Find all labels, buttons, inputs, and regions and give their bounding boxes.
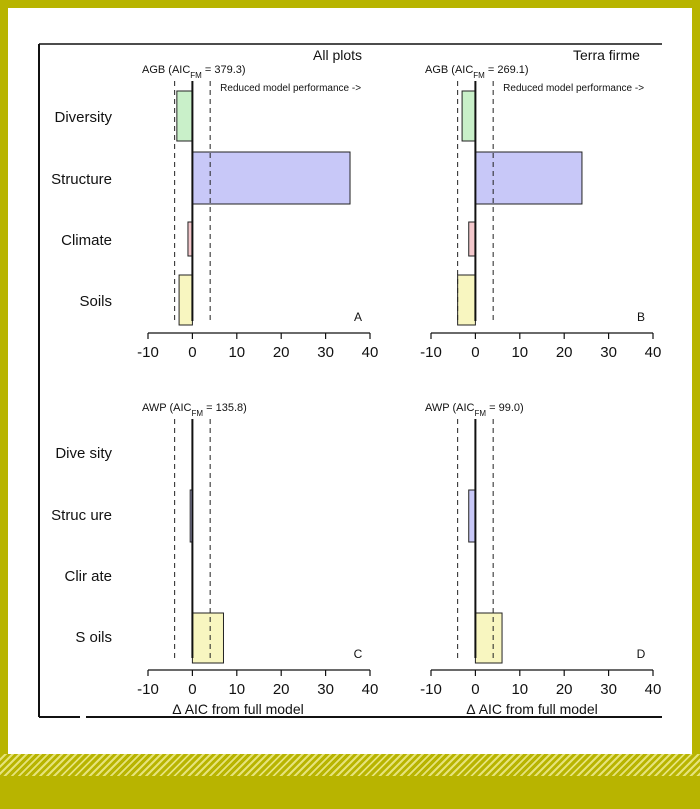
bar-soils	[457, 274, 476, 326]
x-tick-label: 40	[645, 344, 662, 361]
x-tick-label: 0	[188, 681, 196, 698]
header-all-plots: All plots	[313, 47, 362, 63]
bar-soils	[178, 274, 193, 326]
x-tick-label: 40	[362, 344, 379, 361]
row-label-soils-bottom: S oils	[75, 629, 112, 646]
panel-letter-a: A	[354, 310, 362, 324]
x-tick-label: 30	[600, 344, 617, 361]
x-tick-label: 10	[228, 681, 245, 698]
x-tick-label: 30	[317, 344, 334, 361]
bar-soils	[191, 612, 224, 664]
x-tick-label: 10	[228, 344, 245, 361]
x-tick-label: 0	[471, 344, 479, 361]
row-label-climate-bottom: Clir ate	[64, 568, 112, 585]
x-tick-label: 0	[471, 681, 479, 698]
x-tick-label: 30	[317, 681, 334, 698]
panel-letter-b: B	[637, 310, 645, 324]
bar-structure	[474, 151, 583, 205]
bar-diversity	[176, 90, 193, 142]
x-tick-label: 10	[511, 344, 528, 361]
row-label-soils: Soils	[79, 293, 112, 310]
row-label-structure: Structure	[51, 171, 112, 188]
bar-soils	[474, 612, 503, 664]
header-terra-firme: Terra firme	[573, 47, 640, 63]
panel-title-c: AWP (AICFM = 135.8)	[142, 402, 247, 418]
row-label-climate: Climate	[61, 232, 112, 249]
chart-panels: AGB (AICFM = 379.3) Reduced model perform…	[137, 64, 661, 698]
x-tick-label: -10	[137, 681, 159, 698]
panel-letter-d: D	[637, 647, 646, 661]
panel-title-d: AWP (AICFM = 99.0)	[425, 402, 524, 418]
note-reduced-performance: Reduced model performance ->	[220, 83, 361, 94]
x-tick-label: 20	[556, 344, 573, 361]
x-tick-label: 30	[600, 681, 617, 698]
x-tick-label: 20	[273, 344, 290, 361]
panel-c: AWP (AICFM = 135.8) -10 0 10 20 30 40 C	[137, 402, 378, 698]
panel-b: AGB (AICFM = 269.1) Reduced model perform…	[420, 64, 661, 361]
panel-a: AGB (AICFM = 379.3) Reduced model perform…	[137, 64, 378, 361]
panel-letter-c: C	[354, 647, 363, 661]
note-reduced-performance: Reduced model performance ->	[503, 83, 644, 94]
x-tick-label: -10	[420, 681, 442, 698]
x-axis-label-left: Δ AIC from full model	[172, 701, 304, 717]
x-axis-label-right: Δ AIC from full model	[466, 701, 598, 717]
x-tick-label: 40	[362, 681, 379, 698]
row-label-diversity: Diversity	[54, 109, 112, 126]
bar-structure	[191, 151, 351, 205]
figure-card	[8, 8, 692, 754]
panel-d: AWP (AICFM = 99.0) -10 0 10 20 30 40 D	[420, 402, 661, 698]
x-tick-label: 0	[188, 344, 196, 361]
decorative-stripe-band	[0, 754, 700, 776]
x-tick-label: 20	[556, 681, 573, 698]
row-labels-top: Diversity Structure Climate Soils	[51, 109, 112, 310]
panel-title-a: AGB (AICFM = 379.3)	[142, 64, 246, 80]
x-tick-label: 40	[645, 681, 662, 698]
x-tick-label: 20	[273, 681, 290, 698]
bar-diversity	[461, 90, 476, 142]
row-labels-bottom: Dive sity Struc ure Clir ate S oils	[51, 445, 112, 646]
row-label-diversity-bottom: Dive sity	[55, 445, 112, 462]
x-tick-label: -10	[137, 344, 159, 361]
x-tick-label: 10	[511, 681, 528, 698]
row-label-structure-bottom: Struc ure	[51, 507, 112, 524]
x-tick-label: -10	[420, 344, 442, 361]
panel-title-b: AGB (AICFM = 269.1)	[425, 64, 529, 80]
